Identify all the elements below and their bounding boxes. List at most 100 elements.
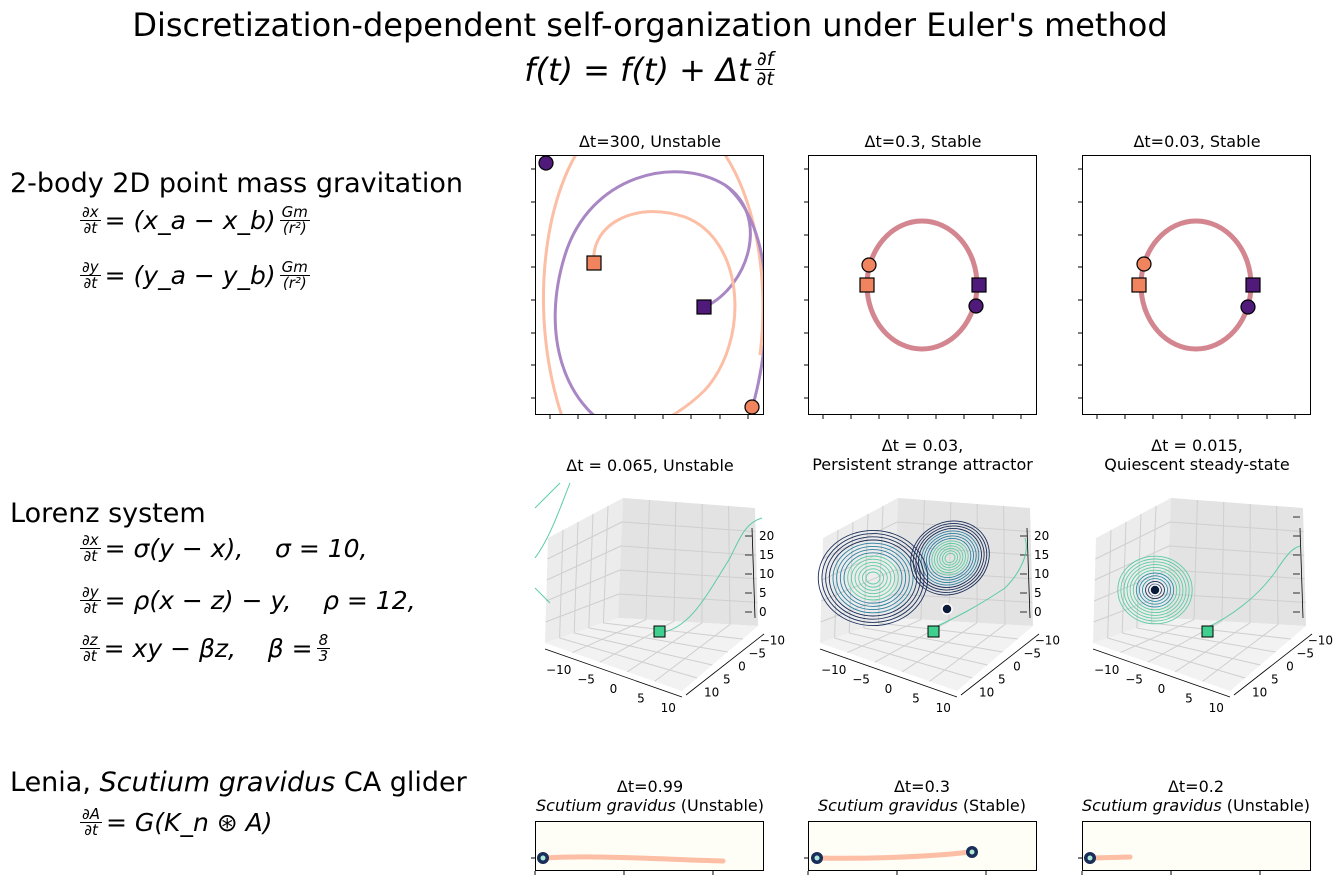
x-tick-label: 5 (637, 692, 645, 706)
grid-line (545, 593, 620, 623)
z-axis-line (751, 527, 756, 619)
grid-line (559, 529, 564, 639)
grid-line (673, 501, 677, 622)
title-line: Scutium gravidus (Unstable) (520, 796, 780, 815)
equation-gravity-x: ∂x ∂t = (x_a − x_b) Gm (r²) (80, 205, 310, 236)
x-tick-label: 5 (1185, 692, 1193, 706)
panel-title-grav-03: Δt=0.3, Stable (864, 132, 982, 151)
panel-title-grav-003: Δt=0.03, Stable (1133, 132, 1261, 151)
grid-line (893, 593, 1033, 603)
grid-line (619, 569, 757, 580)
trajectory-line (534, 482, 571, 559)
trajectory-line (1205, 545, 1301, 629)
status-label: (Stable) (962, 796, 1026, 815)
update-rule-fraction: ∂f ∂t (754, 50, 776, 89)
x-tick-label: −5 (852, 672, 870, 686)
z-tick-label: 5 (759, 586, 767, 600)
glider-core (814, 855, 820, 861)
trajectory-line (659, 517, 763, 634)
equation-rhs: = xy − βz, β = (103, 634, 313, 663)
grid-line (559, 637, 698, 679)
grid-line (896, 521, 1031, 533)
x-tick-label: 5 (912, 692, 920, 706)
system-title-lenia: Lenia, Scutium gravidus CA glider (10, 767, 467, 798)
panel-title-lorenz-0015: Δt = 0.015, Quiescent steady-state (1072, 436, 1322, 474)
attractor-loop-right (910, 520, 990, 596)
x-tick-label: −10 (546, 663, 571, 677)
start-marker (1201, 625, 1214, 638)
fraction: ∂x ∂t (80, 531, 101, 565)
lorenz-trajectory (534, 482, 763, 634)
grid-line (821, 545, 897, 581)
spiral-loop (1126, 564, 1184, 616)
x-tick-label: 0 (885, 682, 893, 696)
tick-marks (531, 168, 749, 419)
lenia-panel-099 (531, 821, 764, 875)
equation-lorenz-y: ∂y ∂t = ρ(x − z) − y, ρ = 12, (80, 585, 416, 616)
z-axis-line (1299, 527, 1304, 619)
attractor-loop-left (847, 555, 899, 601)
grid-line (1107, 637, 1246, 679)
floor-pane (820, 618, 1033, 691)
spiral-loop (1135, 572, 1175, 608)
grid-line (948, 501, 952, 622)
attractor-loop-right (918, 528, 982, 588)
equation-lorenz-x: ∂x ∂t = σ(y − x), σ = 10, (80, 533, 368, 564)
back-pane (1166, 498, 1306, 626)
panel-title-grav-300: Δt=300, Unstable (578, 132, 722, 151)
attractor-loop-left (861, 568, 885, 588)
attractor-loop-left (828, 539, 918, 617)
grid-line (895, 545, 1032, 556)
fraction: ∂y ∂t (80, 583, 101, 617)
lenia-title-species: Scutium gravidus (99, 767, 336, 798)
grid-line (621, 521, 756, 533)
grid-line (1122, 632, 1261, 666)
spiral-loop (1132, 569, 1178, 611)
title-line: Persistent strange attractor (812, 455, 1033, 474)
fraction: ∂A ∂t (80, 805, 103, 839)
attractor-loop-right (934, 542, 966, 574)
x-axis-line (544, 648, 683, 698)
x-tick-label: −5 (1125, 672, 1143, 686)
grid-line (574, 632, 713, 666)
y-axis-line (960, 633, 1040, 696)
grid-line (1107, 529, 1112, 639)
fraction: Gm (r²) (279, 258, 310, 292)
z-axis-line (1026, 527, 1031, 619)
grid-line (654, 624, 731, 682)
y-tick-label: −5 (748, 647, 766, 661)
trajectory-line (932, 537, 1027, 629)
spiral-loop (1123, 561, 1187, 619)
y-axis-line (1233, 633, 1313, 696)
orbit-b (553, 170, 752, 415)
x-tick-label: −10 (821, 663, 846, 677)
body-b-start (971, 277, 987, 293)
tick-marks (1078, 857, 1261, 875)
x-tick-label: 10 (661, 701, 676, 715)
end-marker (1149, 584, 1161, 596)
attractor-loop-right (931, 540, 969, 576)
figure-title: Discretization-dependent self-organizati… (132, 6, 1168, 44)
grid-line (1120, 619, 1195, 654)
attractor-loop-left (850, 558, 896, 598)
grid-line (863, 627, 1003, 653)
attractor-loop-right (936, 545, 964, 571)
grid-line (1193, 499, 1198, 620)
title-line: Δt=0.99 (616, 777, 684, 796)
lenia-title-prefix: Lenia, (10, 767, 100, 798)
body-b-start (1245, 277, 1261, 293)
body-b-current (968, 298, 984, 314)
title-line: Δt=0.2 (1167, 777, 1225, 796)
grid-line (1136, 627, 1276, 653)
grid-line (1095, 521, 1171, 560)
attractor-loop-right (912, 523, 988, 593)
y-tick-label: −10 (1035, 634, 1060, 648)
equation-rhs: = (y_a − y_b) (104, 261, 276, 290)
body-a-start (586, 255, 602, 271)
grid-line (618, 593, 758, 603)
attractor-loop-right (928, 537, 972, 579)
glider-trail (815, 849, 973, 861)
